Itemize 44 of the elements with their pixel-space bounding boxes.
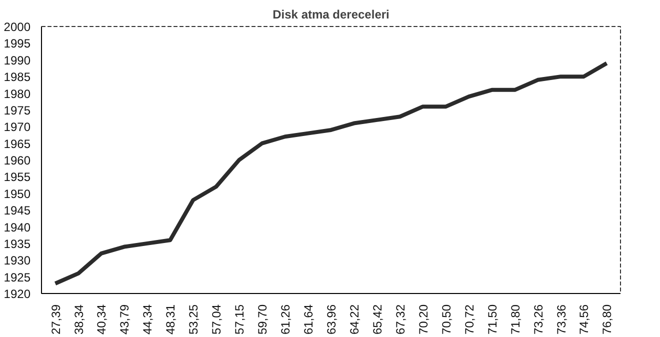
x-tick-label: 70,72 (462, 304, 476, 335)
y-tick-label: 1990 (4, 53, 31, 68)
y-tick-label: 1935 (4, 236, 31, 251)
y-tick-label: 1995 (4, 36, 31, 51)
x-tick-label: 70,50 (439, 304, 454, 335)
x-tick-label: 70,20 (416, 304, 430, 335)
x-tick-label: 61,64 (302, 304, 316, 335)
y-tick-label: 1925 (4, 270, 31, 284)
x-tick-label: 73,36 (554, 304, 568, 335)
x-tick-label: 71,80 (508, 304, 522, 335)
x-tick-label: 38,34 (72, 304, 86, 335)
y-tick-label: 2000 (4, 20, 31, 34)
x-tick-label: 59,70 (256, 304, 270, 335)
x-tick-label: 43,79 (118, 304, 132, 335)
y-tick-label: 1930 (4, 254, 31, 268)
x-tick-label: 44,34 (140, 304, 155, 335)
y-tick-label: 1965 (4, 136, 31, 151)
y-tick-label: 1975 (4, 103, 31, 118)
y-tick-label: 1985 (4, 70, 31, 84)
y-tick-label: 1950 (4, 186, 31, 201)
x-tick-label: 27,39 (48, 304, 63, 335)
x-tick-label: 40,34 (94, 304, 109, 335)
x-tick-label: 65,42 (370, 304, 384, 335)
y-tick-label: 1945 (4, 204, 31, 218)
x-tick-label: 61,26 (278, 304, 293, 335)
x-tick-label: 64,22 (347, 304, 362, 335)
y-tick-label: 1960 (4, 154, 31, 168)
y-tick-label: 1940 (4, 220, 31, 234)
y-tick-label: 1980 (4, 86, 31, 101)
x-tick-label: 73,26 (531, 304, 546, 335)
x-tick-label: 63,96 (324, 304, 338, 335)
y-tick-label: 1970 (4, 120, 31, 134)
chart-title: Disk atma dereceleri (272, 8, 390, 22)
x-tick-label: 53,25 (186, 304, 201, 335)
x-tick-label: 48,31 (164, 304, 178, 335)
x-tick-label: 71,50 (485, 304, 500, 335)
line-series (53, 61, 609, 286)
y-tick-label: 1955 (4, 170, 31, 184)
x-tick-label: 67,32 (393, 304, 408, 335)
x-tick-label: 76,80 (600, 304, 614, 335)
x-tick-label: 57,15 (232, 304, 247, 335)
x-tick-label: 57,04 (210, 304, 224, 335)
y-tick-label: 1920 (4, 287, 31, 301)
x-tick-label: 74,56 (577, 304, 592, 335)
